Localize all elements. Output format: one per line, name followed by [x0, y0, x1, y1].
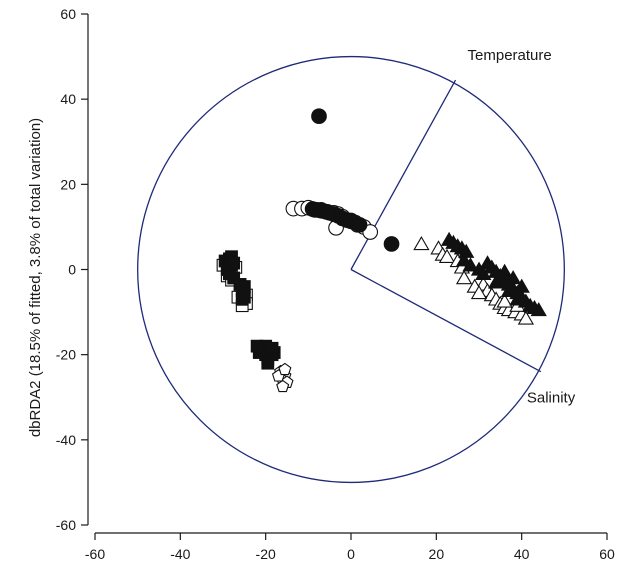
y-tick-label: -60	[56, 517, 76, 533]
open-triangle-point	[438, 248, 456, 263]
filled-circle-point	[319, 204, 336, 220]
x-tick-label: 60	[599, 546, 615, 562]
y-tick-label: 0	[68, 262, 76, 278]
filled-circle-point	[311, 108, 327, 125]
filled-triangle-point	[513, 278, 530, 293]
filled-triangle-point	[530, 302, 547, 317]
open-pentagon-point	[276, 379, 290, 393]
filled-triangle-point	[496, 263, 513, 278]
vector-label-salinity: Salinity	[527, 390, 576, 407]
x-tick-label: 40	[514, 546, 530, 562]
open-triangle-point	[455, 270, 473, 285]
correlation-circle	[137, 55, 565, 484]
filled-square-point	[250, 339, 264, 353]
x-tick-label: 0	[347, 546, 355, 562]
x-tick-label: -20	[256, 546, 276, 562]
ordination-overlay: Temperature Salinity	[137, 47, 576, 484]
filled-circle-point	[351, 216, 368, 233]
open-pentagon-point	[278, 362, 292, 376]
filled-square-point	[261, 356, 275, 370]
vector-temperature	[350, 79, 457, 270]
x-tick-label: -40	[170, 546, 190, 562]
data-marks	[216, 108, 547, 393]
y-tick-label: 40	[60, 91, 76, 107]
filled-triangle-point	[475, 265, 492, 280]
axes: -60 -40 -20 0 20 40 60 60 40 20 0 -20 -40 -60	[56, 6, 615, 562]
open-triangle-point	[413, 235, 430, 251]
open-triangle-point	[470, 284, 488, 300]
y-tick-label: -20	[56, 347, 76, 363]
y-axis-title: dbRDA2 (18.5% of fitted, 3.8% of total v…	[27, 118, 44, 437]
open-circle-point	[362, 224, 379, 240]
vector-label-temperature: Temperature	[468, 47, 552, 64]
filled-triangle-point	[462, 257, 479, 272]
filled-square-point	[265, 341, 279, 355]
y-tick-label: 60	[60, 6, 76, 22]
filled-triangle-point	[509, 291, 526, 306]
x-tick-label: 20	[429, 546, 445, 562]
open-triangle-point	[496, 293, 513, 308]
filled-square-point	[227, 256, 241, 270]
filled-triangle-point	[500, 282, 518, 297]
vector-salinity	[350, 268, 542, 373]
filled-square-point	[237, 280, 251, 293]
filled-triangle-point	[504, 270, 522, 285]
y-tick-label: 20	[60, 176, 76, 192]
y-tick-label: -40	[56, 432, 76, 448]
x-tick-label: -60	[85, 546, 105, 562]
filled-circle-point	[383, 236, 400, 252]
filled-triangle-point	[487, 274, 505, 289]
open-triangle-point	[517, 310, 535, 325]
filled-square-point	[237, 290, 251, 304]
